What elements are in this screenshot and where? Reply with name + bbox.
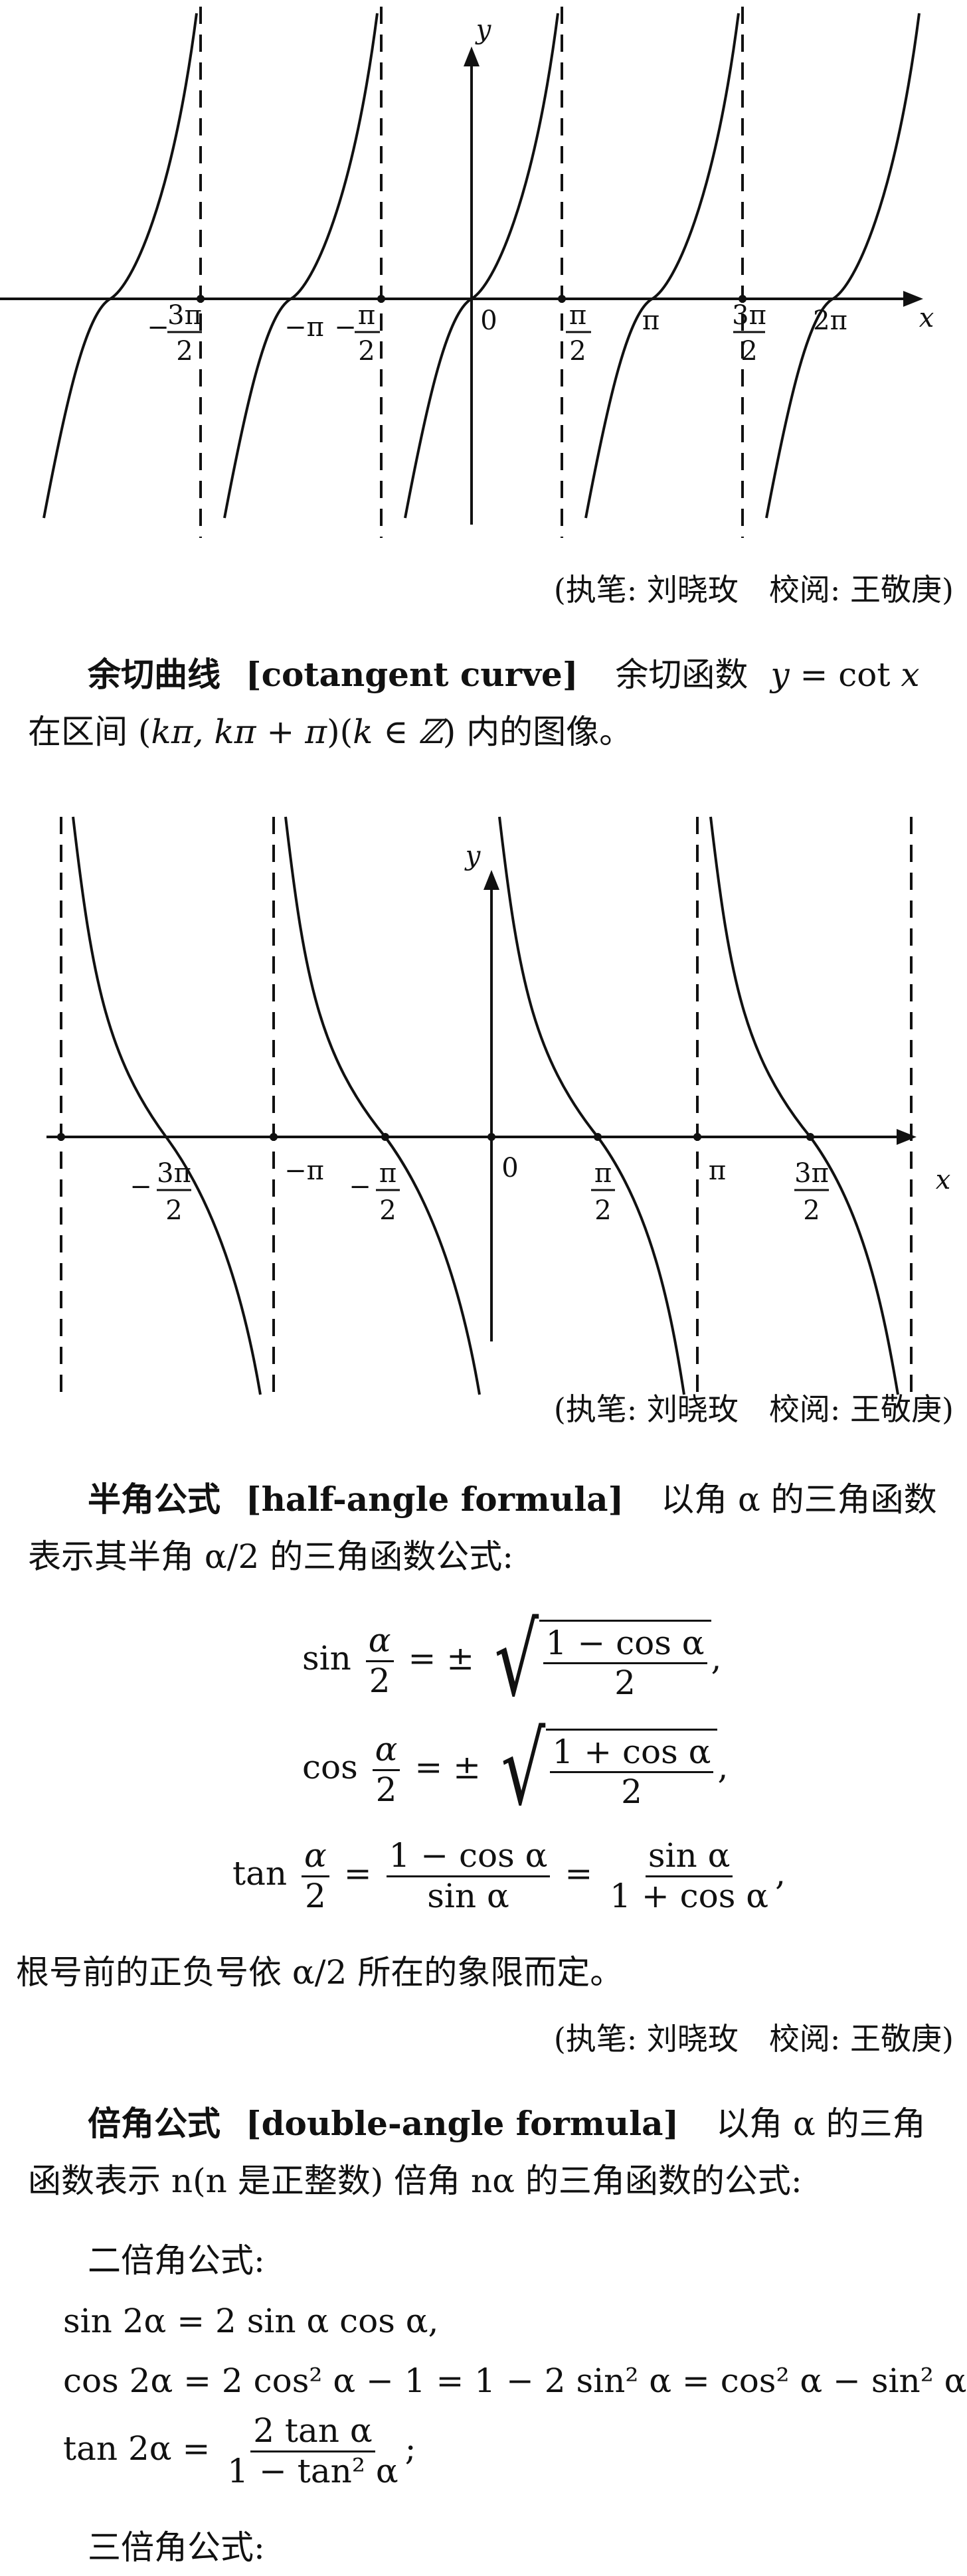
subheading: 二倍角公式:	[88, 2241, 265, 2280]
cotangent-branch	[709, 816, 899, 1395]
half-angle-entry: 半角公式 [half-angle formula] 以角 α 的三角函数 表示其…	[28, 1468, 954, 1589]
entry-definition: 以角 α 的三角函数	[661, 1480, 937, 1519]
tick-label-num: π	[379, 1158, 396, 1189]
tick-label-den: 2	[379, 1195, 396, 1226]
tangent-branch	[223, 13, 379, 519]
cotangent-branch	[284, 816, 481, 1395]
tick-label-neg-pi: −π	[284, 1156, 324, 1186]
credit-line: (执笔: 刘晓玫 校阅: 王敬庚)	[553, 1391, 954, 1427]
tick-label-den: 2	[803, 1195, 820, 1226]
y-axis-arrow	[484, 870, 499, 890]
tick-label-minus: −	[334, 312, 357, 343]
tick-point	[381, 1133, 389, 1141]
entry-english: [double-angle formula]	[245, 2104, 679, 2143]
tick-label-num: 3π	[167, 300, 202, 331]
axis-label-x: x	[919, 303, 934, 333]
tick-point	[558, 295, 566, 303]
tangent-branch	[584, 13, 740, 519]
axis-label-y: y	[464, 841, 482, 871]
entry-line: 函数表示 n(n 是正整数) 倍角 nα 的三角函数的公式:	[28, 2162, 802, 2200]
tick-label-den: 2	[165, 1195, 182, 1226]
tick-label-neg-pi: −π	[284, 312, 324, 343]
cotangent-curve-graph: x y − 3π 2 −π − π 2 0 π 2 π 3π 2	[46, 816, 951, 1395]
entry-line: 在区间 (kπ, kπ + π)(k ∈ ℤ) 内的图像。	[28, 713, 633, 751]
tick-label-num: π	[594, 1158, 612, 1189]
tick-label-minus: −	[130, 1171, 152, 1202]
tick-label-num: π	[358, 300, 375, 331]
entry-line: 半角公式 [half-angle formula] 以角 α 的三角函数	[28, 1468, 954, 1531]
tick-label-minus: −	[147, 312, 169, 343]
tick-label-num: π	[569, 300, 586, 331]
half-angle-note: 根号前的正负号依 α/2 所在的象限而定。	[16, 1953, 624, 1992]
entry-line: 倍角公式 [double-angle formula] 以角 α 的三角	[28, 2092, 954, 2156]
tick-label-num: 3π	[794, 1158, 829, 1189]
math-var: y	[770, 655, 790, 694]
tick-point	[270, 1133, 278, 1141]
tick-label-den: 2	[741, 336, 757, 367]
tangent-branch	[43, 13, 198, 519]
formula-sin-double: sin 2α = 2 sin α cos α,	[63, 2302, 439, 2340]
tangent-branch	[765, 13, 921, 519]
cotangent-entry: 余切曲线 [cotangent curve] 余切函数 y = cot x 在区…	[28, 643, 954, 764]
tangent-curve-graph: x y − 3π 2 −π − π 2 0 π 2 π 3π 2 2π	[0, 7, 934, 538]
tick-label-minus: −	[349, 1171, 371, 1202]
tick-label-den: 2	[176, 336, 193, 367]
cotangent-branch	[72, 816, 262, 1395]
credit-line: (执笔: 刘晓玫 校阅: 王敬庚)	[553, 572, 954, 608]
tick-point	[487, 1133, 495, 1141]
math-op: =	[789, 655, 839, 694]
credit-line: (执笔: 刘晓玫 校阅: 王敬庚)	[553, 2021, 954, 2057]
entry-definition: 以角 α 的三角	[716, 2104, 926, 2143]
tick-point	[739, 295, 747, 303]
tick-label-zero: 0	[501, 1153, 518, 1183]
entry-definition: 余切函数	[615, 655, 748, 694]
tick-label-den: 2	[358, 336, 375, 367]
tick-point	[197, 295, 205, 303]
entry-line: 表示其半角 α/2 的三角函数公式:	[28, 1537, 514, 1576]
tick-label-num: 3π	[732, 300, 766, 331]
tick-point	[594, 1133, 602, 1141]
subheading: 三倍角公式:	[88, 2528, 265, 2567]
entry-english: [cotangent curve]	[245, 655, 578, 694]
formula-cos-double: cos 2α = 2 cos² α − 1 = 1 − 2 sin² α = c…	[63, 2361, 967, 2400]
entry-term: 倍角公式	[88, 2104, 220, 2143]
tangent-branch	[404, 13, 559, 519]
tick-point	[57, 1133, 65, 1141]
entry-term: 半角公式	[88, 1480, 220, 1519]
axis-label-x: x	[936, 1165, 951, 1195]
math-condition: k ∈ ℤ	[353, 713, 443, 751]
tick-label-zero: 0	[480, 305, 497, 336]
y-axis-arrow	[464, 46, 480, 66]
tick-label-den: 2	[594, 1195, 611, 1226]
math-var: x	[901, 655, 920, 694]
math-fn: cot	[838, 655, 891, 694]
x-axis-arrow	[903, 291, 923, 307]
tick-label-num: 3π	[157, 1158, 191, 1189]
tick-label-pi: π	[709, 1156, 726, 1186]
x-axis-arrow	[897, 1129, 917, 1145]
math-interval: kπ, kπ + π	[151, 713, 327, 751]
tick-point	[693, 1133, 701, 1141]
cotangent-branch	[498, 816, 685, 1395]
double-angle-entry: 倍角公式 [double-angle formula] 以角 α 的三角 函数表…	[28, 2092, 954, 2213]
tick-label-den: 2	[569, 336, 586, 367]
tick-label-pi: π	[642, 305, 659, 336]
axis-label-y: y	[475, 15, 492, 45]
tick-point	[806, 1133, 814, 1141]
tick-point	[377, 295, 385, 303]
entry-line: 余切曲线 [cotangent curve] 余切函数 y = cot x	[28, 643, 954, 707]
entry-english: [half-angle formula]	[245, 1480, 624, 1519]
tick-label-two-pi: 2π	[813, 305, 847, 336]
entry-term: 余切曲线	[88, 655, 220, 694]
